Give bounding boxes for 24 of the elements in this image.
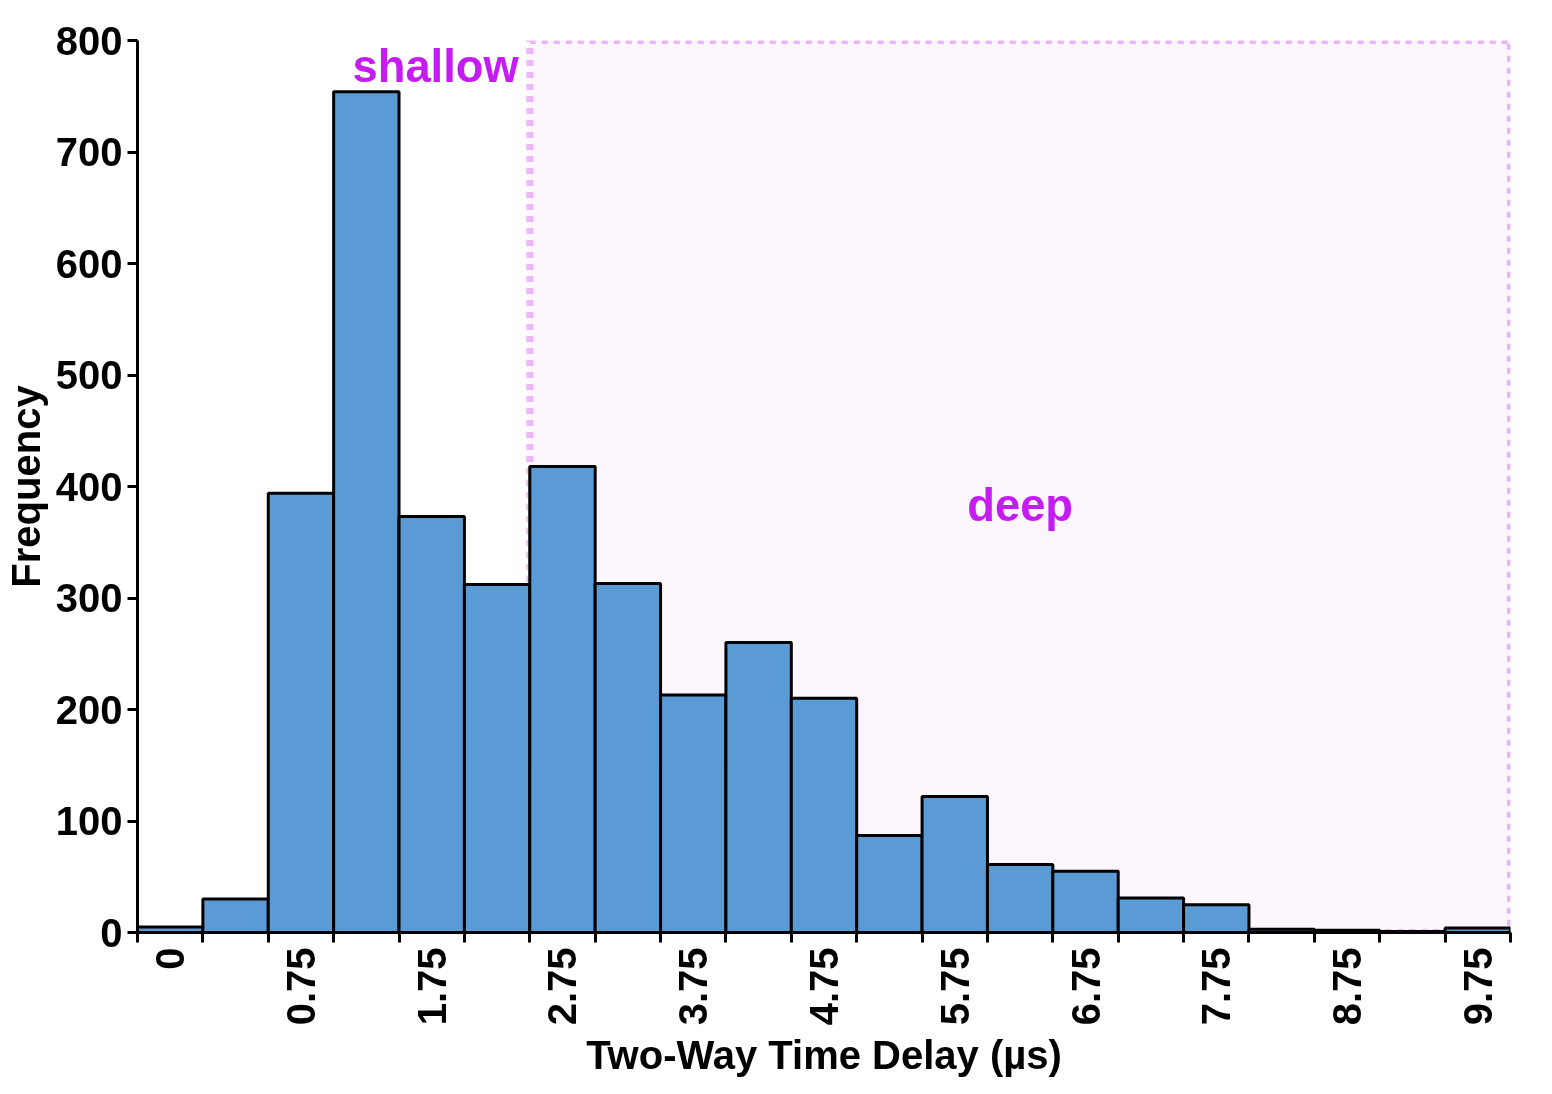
x-axis-title: Two-Way Time Delay (µs) <box>586 1033 1062 1078</box>
x-tick-label: 2.75 <box>540 947 585 1026</box>
annotation: shallow <box>352 40 520 92</box>
y-tick-label: 300 <box>55 576 123 620</box>
y-tick-label: 100 <box>55 799 123 843</box>
band-label: deep <box>967 480 1074 532</box>
y-axis-title: Frequency <box>3 384 48 588</box>
x-tick-label: 6.75 <box>1063 947 1108 1026</box>
y-tick-label: 400 <box>55 464 123 509</box>
x-tick-label: 1.75 <box>409 947 454 1026</box>
x-tick-label: 9.75 <box>1455 947 1500 1026</box>
x-tick-label: 7.75 <box>1194 947 1239 1026</box>
y-tick-label: 500 <box>55 353 123 397</box>
x-tick-label: 3.75 <box>671 947 716 1026</box>
x-tick-label: 0 <box>148 947 193 970</box>
x-tick-label: 4.75 <box>802 947 846 1026</box>
x-tick-label: 0.75 <box>278 947 323 1026</box>
y-tick-label: 800 <box>55 18 123 63</box>
y-tick-label: 600 <box>55 241 123 286</box>
y-tick-label: 700 <box>55 130 123 174</box>
x-tick-label: 8.75 <box>1325 947 1370 1026</box>
y-tick-label: 0 <box>100 910 123 955</box>
y-tick-label: 200 <box>55 687 123 732</box>
x-tick-label: 5.75 <box>932 947 977 1026</box>
